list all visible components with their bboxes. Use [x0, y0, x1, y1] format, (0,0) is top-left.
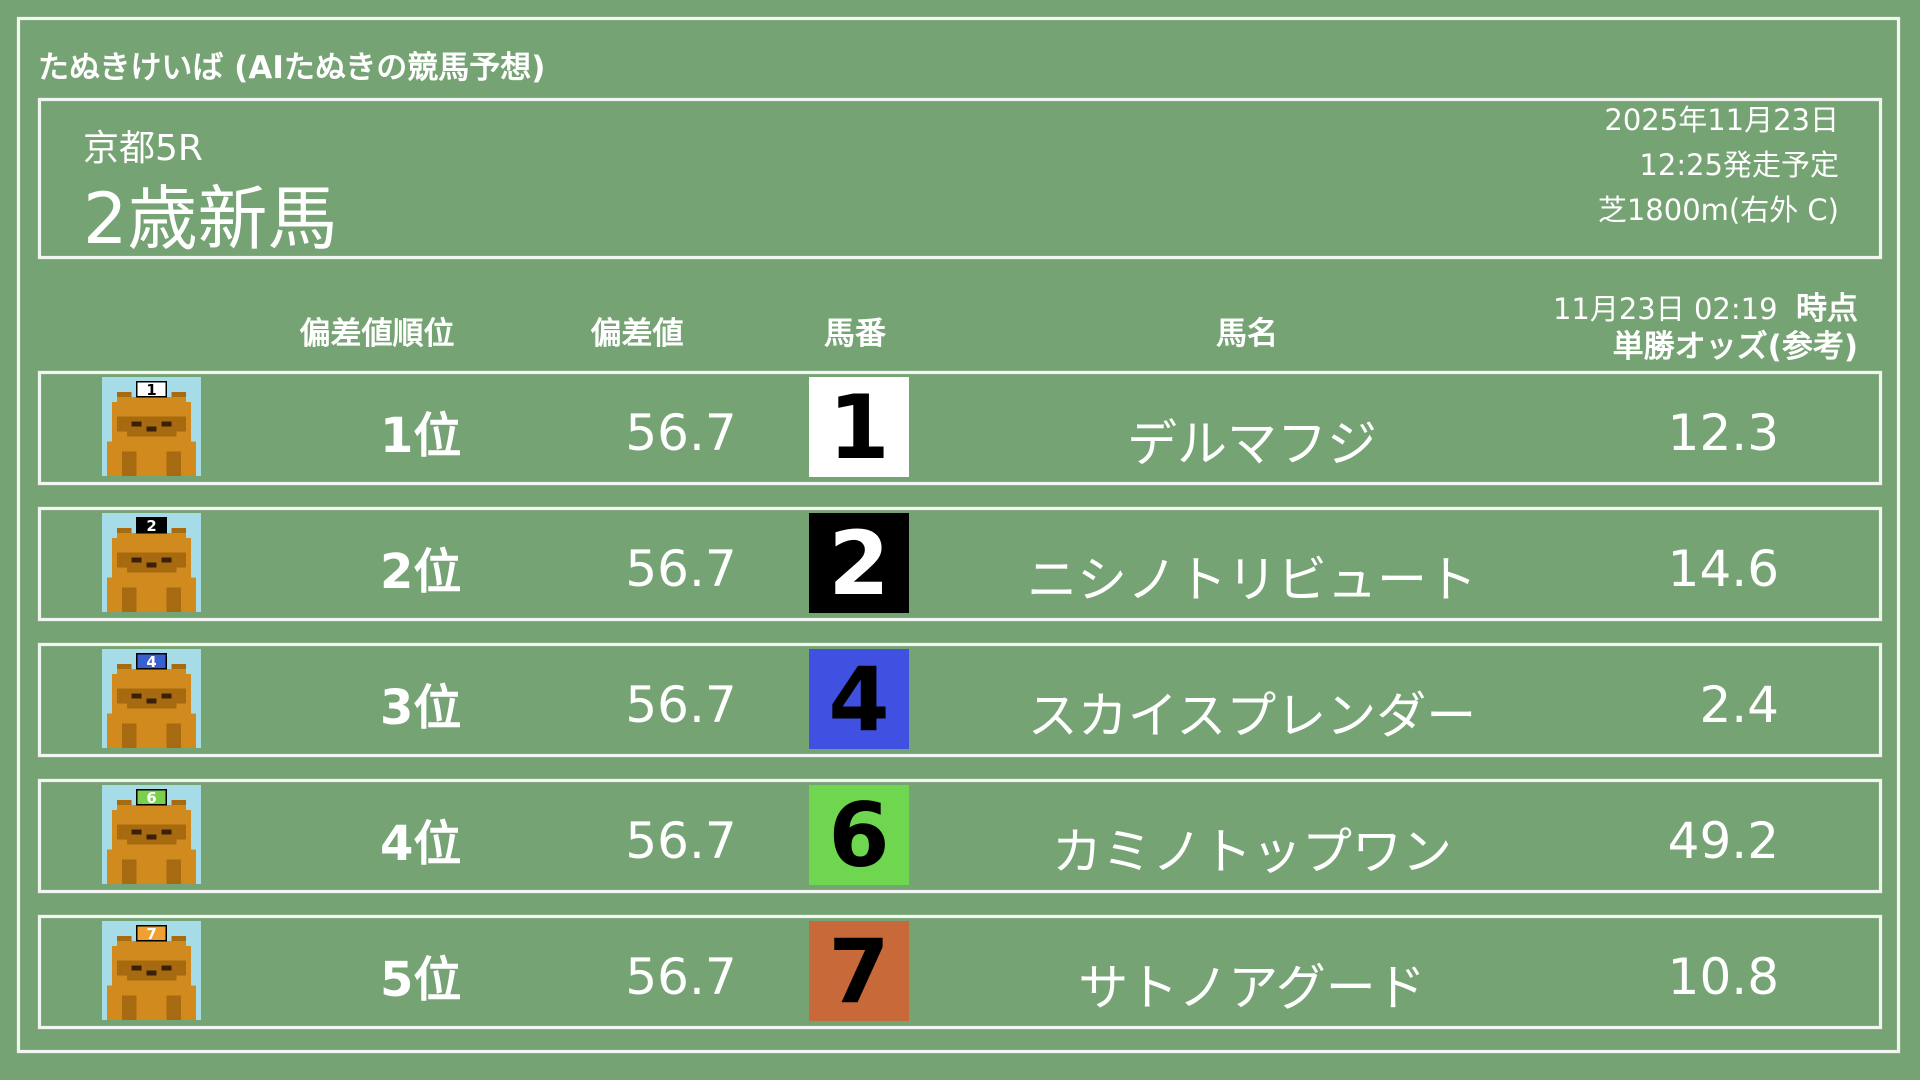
rank: 5位: [380, 952, 462, 1008]
win-odds: 2.4: [1699, 676, 1779, 734]
horse-name: サトノアグード: [1078, 959, 1426, 1017]
race-venue: 京都5R: [83, 128, 203, 169]
race-course: 芝1800m(右外 C): [1597, 193, 1839, 227]
header-odds: 11月23日 02:19 時点 単勝オッズ(参考): [1553, 290, 1858, 366]
horse-name: ニシノトリビュート: [1027, 551, 1477, 609]
rank: 2位: [380, 544, 462, 600]
deviation-value: 56.7: [625, 812, 737, 870]
rank: 3位: [380, 680, 462, 736]
header-rank: 偏差値順位: [299, 316, 455, 352]
deviation-value: 56.7: [625, 948, 737, 1006]
table-row: 6 4位 56.7 6 カミノトップワン 49.2: [38, 779, 1882, 893]
deviation-value: 56.7: [625, 540, 737, 598]
win-odds: 12.3: [1667, 404, 1779, 462]
svg-text:4: 4: [146, 653, 156, 671]
horse-name: カミノトップワン: [1052, 823, 1452, 881]
horse-number: 4: [809, 648, 909, 751]
win-odds: 49.2: [1667, 812, 1779, 870]
deviation-value: 56.7: [625, 404, 737, 462]
horse-name: デルマフジ: [1127, 415, 1377, 473]
svg-text:1: 1: [146, 381, 156, 399]
tanuki-icon: 4: [102, 649, 201, 748]
race-name: 2歳新馬: [83, 178, 338, 260]
header-number: 馬番: [824, 316, 886, 352]
horse-number: 7: [809, 920, 909, 1023]
horse-name: スカイスプレンダー: [1027, 687, 1477, 745]
deviation-value: 56.7: [625, 676, 737, 734]
odds-label: 単勝オッズ(参考): [1612, 329, 1858, 365]
board-frame: [17, 17, 1900, 1053]
horse-number: 2: [809, 512, 909, 615]
table-row: 4 3位 56.7 4 スカイスプレンダー 2.4: [38, 643, 1882, 757]
header-name: 馬名: [1216, 316, 1278, 352]
tanuki-icon: 6: [102, 785, 201, 884]
tanuki-icon: 2: [102, 513, 201, 612]
svg-text:2: 2: [146, 517, 156, 535]
header-deviation: 偏差値: [590, 316, 684, 352]
odds-timestamp: 11月23日 02:19: [1552, 292, 1778, 326]
win-odds: 10.8: [1667, 948, 1779, 1006]
rank: 4位: [380, 816, 462, 872]
horse-number: 6: [809, 784, 909, 887]
race-info-box: 京都5R 2歳新馬 2025年11月23日 12:25発走予定 芝1800m(右…: [38, 98, 1882, 260]
table-row: 7 5位 56.7 7 サトノアグード 10.8: [38, 915, 1882, 1029]
table-row: 1 1位 56.7 1 デルマフジ 12.3: [38, 371, 1882, 485]
table-row: 2 2位 56.7 2 ニシノトリビュート 14.6: [38, 507, 1882, 621]
odds-timestamp-suffix: 時点: [1796, 291, 1858, 327]
rank: 1位: [380, 408, 462, 464]
svg-text:6: 6: [146, 789, 156, 807]
win-odds: 14.6: [1667, 540, 1779, 598]
svg-text:7: 7: [146, 925, 156, 943]
horse-number: 1: [809, 376, 909, 479]
race-date: 2025年11月23日: [1604, 103, 1839, 137]
app-title: たぬきけいば (AIたぬきの競馬予想): [38, 50, 546, 86]
tanuki-icon: 7: [102, 921, 201, 1020]
race-start-time: 12:25発走予定: [1639, 148, 1839, 182]
tanuki-icon: 1: [102, 377, 201, 476]
